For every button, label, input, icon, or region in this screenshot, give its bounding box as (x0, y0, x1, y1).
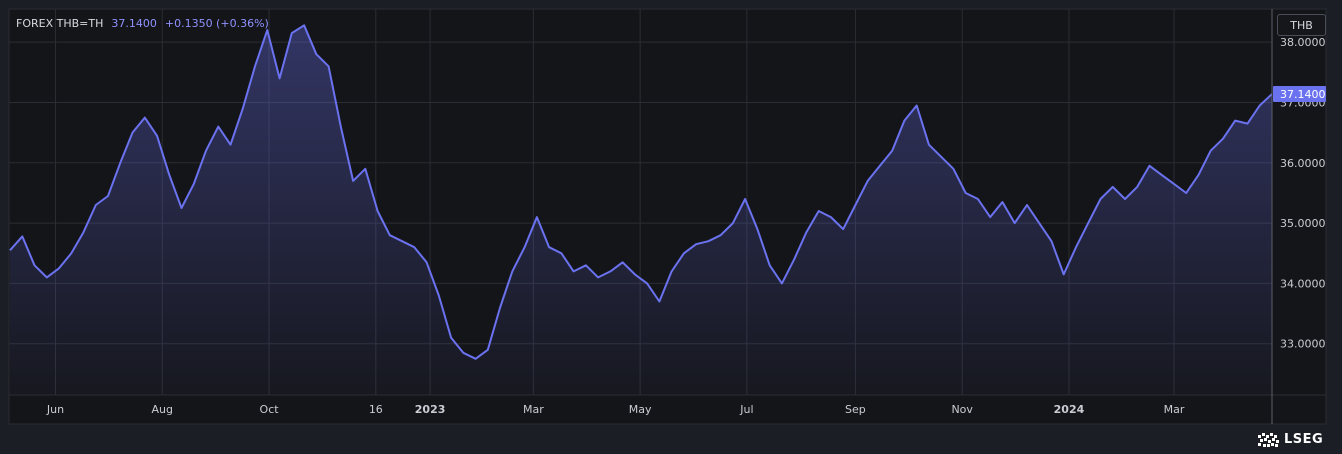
price-change: +0.1350 (+0.36%) (164, 17, 269, 30)
x-tick-label: Aug (152, 403, 173, 416)
series-area-fill (10, 25, 1272, 396)
x-tick-label: Nov (951, 403, 973, 416)
brand-text: LSEG (1284, 432, 1324, 447)
y-tick-label: 34.0000 (1280, 277, 1326, 290)
x-tick-label: 2023 (415, 403, 446, 416)
y-tick-label: 38.0000 (1280, 36, 1326, 49)
x-axis: Jun Aug Oct 16 2023 Mar May Jul Sep Nov 2024 Mar (46, 403, 1185, 416)
lseg-mark-icon (1258, 432, 1279, 447)
currency-button[interactable]: THB (1277, 14, 1326, 36)
last-price-tag-text: 37.1400 (1280, 88, 1326, 101)
last-price: 37.1400 (111, 17, 157, 30)
last-price-tag: 37.1400 (1273, 86, 1326, 103)
x-tick-label: Jun (46, 403, 64, 416)
y-tick-label: 33.0000 (1280, 338, 1326, 351)
x-tick-label: Mar (523, 403, 544, 416)
series-line-path (9, 24, 1273, 360)
y-axis: 33.000034.000035.000036.000037.000038.00… (1280, 36, 1326, 351)
x-tick-label: Sep (845, 403, 866, 416)
y-tick-label: 35.0000 (1280, 217, 1326, 230)
x-tick-label: 2024 (1054, 403, 1085, 416)
brand-logo: LSEG (1258, 432, 1323, 447)
symbol-label: FOREX THB=TH (16, 17, 104, 30)
chart-header: FOREX THB=TH 37.1400 +0.1350 (+0.36%) (16, 17, 269, 30)
x-tick-label: Jul (739, 403, 753, 416)
series-line (9, 24, 1273, 360)
x-tick-label: Oct (260, 403, 280, 416)
x-axis-area (8, 394, 1327, 425)
x-tick-label: 16 (369, 403, 383, 416)
x-tick-label: May (629, 403, 652, 416)
series-area (10, 25, 1272, 396)
x-tick-label: Mar (1164, 403, 1185, 416)
y-tick-label: 36.0000 (1280, 157, 1326, 170)
last-price-tag-bg (1273, 86, 1326, 103)
